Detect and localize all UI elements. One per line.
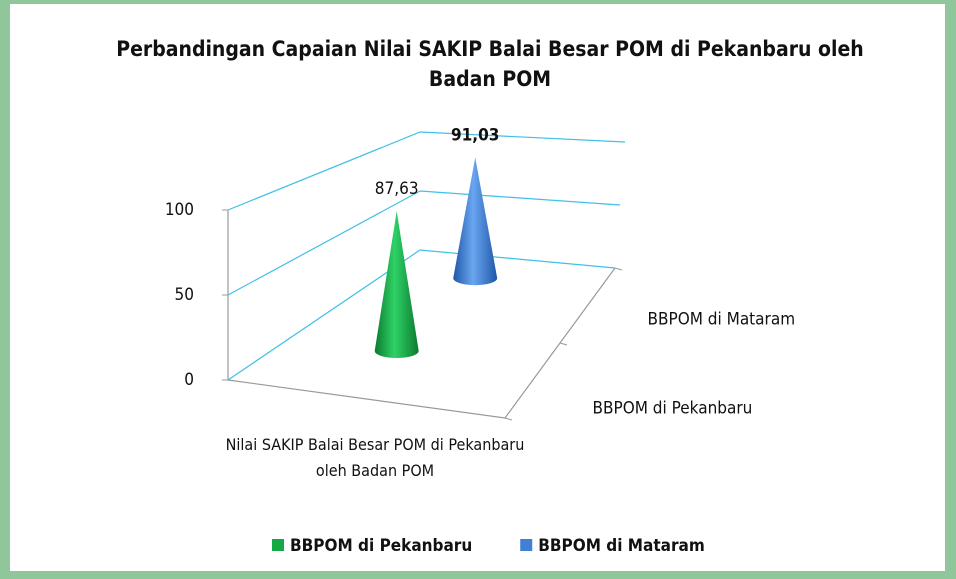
legend-swatch: [520, 539, 533, 551]
legend-swatch: [272, 539, 284, 551]
y-tick-label: 50: [175, 285, 194, 305]
x-category-label: Nilai SAKIP Balai Besar POM di Pekanbaru…: [225, 435, 525, 480]
depth-tick: [504, 417, 513, 421]
y-tick-label: 0: [184, 370, 194, 390]
grid-line: [227, 131, 626, 211]
cone: [453, 157, 498, 286]
floor-edge: [227, 267, 616, 419]
value-label: 91,03: [451, 126, 499, 146]
value-label: 87,63: [375, 179, 419, 199]
grid-line: [227, 249, 616, 381]
depth-tick: [614, 267, 623, 271]
y-tick-label: 100: [165, 200, 194, 220]
chart: 0 50 100 BBPOM di Pekanbaru BBPOM di Mataram…: [165, 126, 796, 556]
depth-label: BBPOM di Mataram: [648, 310, 796, 330]
depth-label: BBPOM di Pekanbaru: [593, 399, 753, 419]
legend-label: BBPOM di Pekanbaru: [290, 536, 472, 556]
chart-panel: 0 50 100 BBPOM di Pekanbaru BBPOM di Mataram…: [10, 4, 945, 571]
cone: [374, 211, 419, 358]
legend-label: BBPOM di Mataram: [538, 536, 705, 556]
grid-line: [227, 190, 621, 296]
depth-tick: [559, 342, 568, 346]
chart-title: Perbandingan Capaian Nilai SAKIP Balai B…: [116, 37, 864, 91]
